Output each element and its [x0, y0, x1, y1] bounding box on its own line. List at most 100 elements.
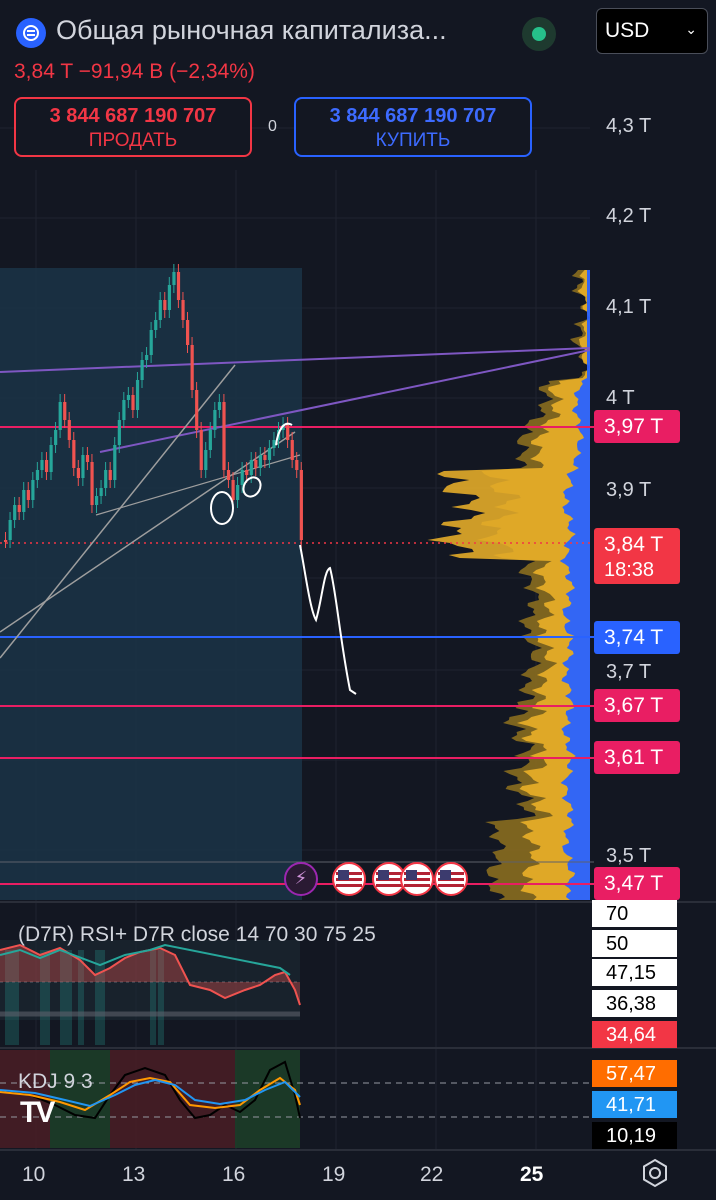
currency-select[interactable]: USD ⌄ — [596, 8, 708, 54]
candle-body — [117, 420, 121, 445]
market-status-icon[interactable] — [522, 17, 556, 51]
sell-price: 3 844 687 190 707 — [49, 105, 217, 127]
kdj-signal-band — [235, 1050, 300, 1148]
candle-body — [63, 402, 67, 420]
candle-body — [67, 420, 71, 440]
candle-body — [249, 460, 253, 475]
buy-price: 3 844 687 190 707 — [329, 105, 497, 127]
rsi-value-badge: 47,15 — [592, 959, 677, 986]
last-price: 3,84 T — [14, 60, 73, 83]
candle-body — [222, 402, 226, 470]
candle-body — [163, 300, 167, 310]
candle-body — [295, 460, 299, 470]
candle-body — [140, 360, 144, 380]
hand-drawing — [210, 422, 357, 695]
symbol-title[interactable]: Общая рыночная капитализа... — [56, 15, 447, 45]
candle-body — [213, 410, 217, 430]
candle-body — [90, 462, 94, 505]
kdj-indicator-label[interactable]: KDJ 9 3 — [18, 1070, 93, 1093]
candle-body — [8, 520, 12, 540]
candle-body — [299, 470, 303, 540]
candle-body — [217, 402, 222, 410]
rsi-signal-bar — [78, 950, 84, 1045]
candle-body — [286, 425, 290, 440]
gear-icon[interactable] — [640, 1158, 670, 1188]
us-flag-icon[interactable] — [332, 862, 366, 896]
price-scale-label: 3,7 T — [606, 661, 652, 683]
candle-body — [54, 430, 58, 445]
candle-body — [113, 445, 117, 480]
buy-label: КУПИТЬ — [375, 130, 451, 151]
rsi-value-badge: 34,64 — [592, 1021, 677, 1048]
coin-icon[interactable] — [16, 18, 46, 48]
price-scale-label: 4,1 T — [606, 296, 652, 318]
candle-body — [76, 468, 80, 478]
session-range-box — [0, 268, 302, 900]
candle-body — [226, 470, 231, 480]
candle-body — [267, 448, 272, 460]
currency-value: USD — [605, 19, 650, 42]
candle-body — [245, 470, 249, 475]
candle-body — [236, 485, 240, 500]
time-label: 22 — [420, 1163, 444, 1186]
candle-body — [231, 480, 235, 500]
candle-body — [254, 460, 258, 468]
candle-body — [190, 345, 194, 390]
rsi-indicator-label[interactable]: (D7R) RSI+ D7R close 14 70 30 75 25 — [18, 923, 376, 946]
candle-body — [49, 445, 53, 472]
candle-body — [44, 460, 49, 472]
candle-body — [85, 455, 90, 462]
time-label: 13 — [122, 1163, 146, 1186]
price-change-pct: (−2,34%) — [169, 60, 255, 83]
price-change: −91,94 B — [78, 60, 164, 83]
price-scale-label: 3,5 T — [606, 845, 652, 867]
candle-body — [35, 470, 40, 480]
price-scale-label: 4,3 T — [606, 115, 652, 137]
volume-profile — [427, 270, 590, 900]
rsi-signal-bar — [60, 950, 72, 1045]
last-price-badge: 3,84 T 18:38 — [594, 528, 680, 584]
price-scale-label: 4,2 T — [606, 205, 652, 227]
us-flag-icon[interactable] — [434, 862, 468, 896]
candle-body — [104, 470, 108, 488]
candle-body — [204, 450, 208, 470]
lightning-icon[interactable]: ⚡ — [284, 862, 318, 896]
candle-body — [281, 425, 285, 430]
candle-body — [108, 470, 112, 480]
kdj-pane — [0, 1050, 590, 1148]
candle-body — [263, 455, 267, 460]
candle-body — [172, 272, 176, 285]
time-label: 19 — [322, 1163, 346, 1186]
price-scale-label: 4 T — [606, 387, 635, 409]
candle-body — [181, 300, 185, 320]
kdj-value-badge: 10,19 — [592, 1122, 677, 1149]
buy-button[interactable]: 3 844 687 190 707 КУПИТЬ — [294, 97, 532, 157]
candle-body — [31, 480, 35, 500]
candle-body — [126, 395, 131, 400]
candle-body — [290, 440, 294, 460]
candle-body — [199, 430, 203, 470]
candle-body — [258, 455, 262, 468]
bar-countdown: 18:38 — [604, 559, 655, 581]
rsi-signal-bar — [5, 950, 19, 1045]
rsi-level-label: 50 — [592, 930, 677, 957]
rsi-signal-bar — [95, 950, 105, 1045]
symbol-header: Общая рыночная капитализа... USD ⌄ 3,84 … — [0, 0, 716, 170]
candle-body — [176, 272, 181, 300]
level-badge: 3,97 T — [594, 410, 680, 443]
kdj-signal-band — [110, 1050, 170, 1148]
sell-button[interactable]: 3 844 687 190 707 ПРОДАТЬ — [14, 97, 252, 157]
candle-body — [145, 355, 149, 360]
candle-body — [13, 505, 17, 520]
candle-body — [122, 400, 126, 420]
kdj-value-badge: 41,71 — [592, 1091, 677, 1118]
rsi-signal-bar — [150, 950, 156, 1045]
candle-body — [131, 395, 135, 410]
candle-body — [17, 505, 21, 512]
candle-body — [186, 320, 190, 345]
time-label-highlight: 25 — [520, 1163, 544, 1186]
us-flag-icon[interactable] — [400, 862, 434, 896]
kdj-signal-band — [170, 1050, 235, 1148]
candle-body — [99, 488, 103, 496]
